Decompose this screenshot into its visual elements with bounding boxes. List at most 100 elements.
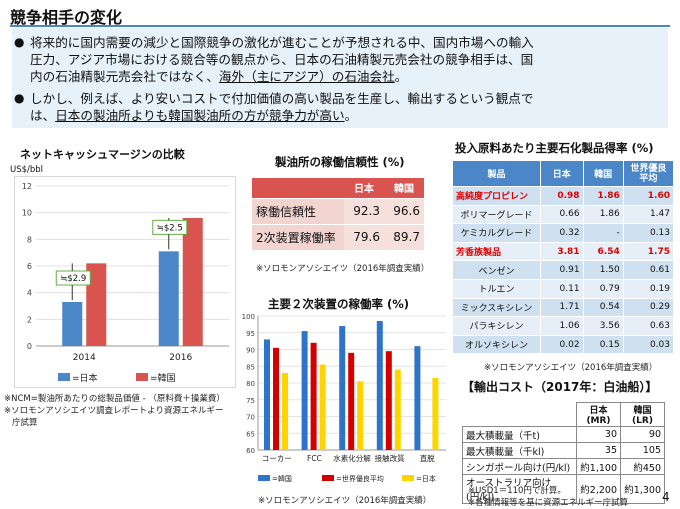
export-cell-korea: 90 bbox=[620, 426, 665, 443]
export-cell-korea: 約1,300 bbox=[620, 474, 665, 504]
secondary-note: ※ソロモンアソシエイツ（2016年調査実績） bbox=[258, 496, 432, 506]
legend-label: =日本 bbox=[416, 474, 436, 483]
yield-cell-label: 高純度プロピレン bbox=[452, 186, 541, 206]
yield-cell-label: 芳香族製品 bbox=[452, 241, 541, 262]
export-table: 日本(MR) 韓国(LR) 最大積載量（千t) 30 90 最大積載量（千kl) 35 1… bbox=[462, 402, 665, 504]
table-row: パラキシレン 1.06 3.56 0.63 bbox=[452, 316, 675, 336]
y-tick-label: 4 bbox=[27, 289, 32, 298]
x-tick-label: 直脱 bbox=[420, 453, 435, 463]
y-tick-label: 12 bbox=[22, 182, 32, 191]
page-number: 4 bbox=[662, 490, 670, 504]
x-tick-label: 接触改質 bbox=[375, 453, 405, 463]
bullet-2: ● しかし、例えば、より安いコストで付加価値の高い製品を生産し、輸出するという観… bbox=[14, 90, 534, 124]
bar-world-average bbox=[310, 342, 317, 450]
bar-korea bbox=[86, 263, 107, 346]
yield-cell-label: ベンゼン bbox=[452, 260, 541, 280]
bar-japan bbox=[357, 381, 364, 450]
table-row: 最大積載量（千t) 30 90 bbox=[462, 426, 665, 443]
reliability-korea-value: 89.7 bbox=[384, 224, 424, 251]
yield-cell-label: トルエン bbox=[452, 278, 541, 299]
reliability-title: 製油所の稼働信頼性 (%) bbox=[275, 155, 405, 169]
table-row: ベンゼン 0.91 1.50 0.61 bbox=[452, 260, 675, 280]
bullet-2-text-c: 。 bbox=[344, 108, 358, 123]
bar-world-average bbox=[273, 347, 279, 450]
export-note-1: ※USD1＝110円で計算。 bbox=[468, 486, 566, 496]
yield-cell-korea: 6.54 bbox=[582, 241, 624, 262]
y-tick-label: 0 bbox=[27, 342, 32, 351]
legend-swatch bbox=[258, 475, 270, 481]
yield-cell-label: パラキシレン bbox=[452, 316, 541, 336]
annotation-box bbox=[152, 219, 188, 235]
annotation-label: ≒$2.9 bbox=[60, 274, 86, 284]
bullet-1-line-1: 将来的に国内需要の減少と国際競争の激化が進むことが予想される中、国内市場への輸入 bbox=[30, 35, 534, 50]
yield-cell-avg: 0.19 bbox=[622, 278, 675, 299]
bar-japan bbox=[432, 377, 439, 450]
yield-cell-japan: 3.81 bbox=[539, 241, 584, 262]
bar-korea bbox=[182, 218, 203, 346]
y-tick-label: 6 bbox=[27, 262, 32, 271]
reliability-japan-value: 79.6 bbox=[344, 224, 384, 251]
table-row: トルエン 0.11 0.79 0.19 bbox=[452, 278, 675, 299]
yield-cell-japan: 0.11 bbox=[539, 278, 584, 299]
y-tick-label: 2 bbox=[27, 315, 32, 324]
export-header-blank bbox=[462, 402, 577, 427]
export-cell-japan: 約1,100 bbox=[576, 458, 621, 475]
yield-cell-japan: 0.66 bbox=[539, 204, 584, 225]
y-tick-label: 100 bbox=[242, 313, 255, 321]
bullet-dot-icon: ● bbox=[14, 91, 25, 105]
bullet-1-underlined: 海外（主にアジア）の石油会社 bbox=[218, 69, 395, 84]
yield-cell-avg: 1.75 bbox=[622, 241, 675, 262]
yield-header-average-line2: 平均 bbox=[639, 173, 658, 184]
yield-cell-avg: 1.47 bbox=[622, 204, 675, 225]
yield-cell-korea: 1.50 bbox=[582, 260, 624, 280]
margin-note-3: 庁試算 bbox=[12, 418, 38, 428]
bar-world-average bbox=[348, 352, 355, 450]
bullet-2-text-a: は、 bbox=[30, 108, 56, 123]
yield-cell-korea: - bbox=[582, 223, 624, 243]
secondary-chart-title: 主要２次装置の稼働率 (%) bbox=[268, 297, 410, 311]
bar-korea bbox=[264, 339, 270, 450]
y-tick-label: 95 bbox=[246, 330, 255, 338]
secondary-chart: 60 65 70 75 80 85 90 95 100 コーカー FCC 水素化分解 接触改質 直脱 =韓国… bbox=[242, 313, 446, 483]
export-cell-label: シンガポール向け(円/kl) bbox=[462, 458, 577, 475]
y-tick-label: 75 bbox=[246, 397, 255, 405]
table-row: 芳香族製品 3.81 6.54 1.75 bbox=[452, 241, 675, 262]
legend-swatch-japan bbox=[58, 373, 70, 381]
x-tick-label: FCC bbox=[307, 454, 322, 463]
table-row: 稼働信頼性 92.3 96.6 bbox=[252, 198, 424, 225]
table-row: ミックスキシレン 1.71 0.54 0.29 bbox=[452, 297, 675, 318]
legend-label: =日本 bbox=[72, 372, 98, 384]
table-row: ポリマーグレード 0.66 1.86 1.47 bbox=[452, 204, 675, 225]
yield-cell-korea: 0.54 bbox=[582, 297, 624, 318]
legend-swatch-korea bbox=[136, 373, 148, 381]
yield-cell-korea: 0.79 bbox=[582, 278, 624, 299]
yield-cell-japan: 0.91 bbox=[539, 260, 584, 280]
bullet-1: ● 将来的に国内需要の減少と国際競争の激化が進むことが予想される中、国内市場への… bbox=[14, 34, 534, 85]
yield-cell-korea: 0.15 bbox=[582, 334, 624, 355]
legend-swatch bbox=[322, 475, 334, 481]
export-note-2: ※各種情報等を基に資源エネルギー庁試算 bbox=[468, 498, 629, 508]
reliability-header-korea: 韓国 bbox=[384, 178, 424, 199]
yield-header-korea: 韓国 bbox=[582, 160, 624, 187]
y-tick-label: 10 bbox=[22, 209, 32, 218]
table-row: 高純度プロピレン 0.98 1.86 1.60 bbox=[452, 186, 675, 206]
y-tick-label: 90 bbox=[246, 347, 255, 355]
export-cell-korea: 約450 bbox=[620, 458, 665, 475]
x-tick-label: 2014 bbox=[73, 353, 96, 363]
annotation-label: ≒$2.5 bbox=[157, 223, 183, 233]
bar-korea bbox=[376, 321, 383, 450]
bar-japan bbox=[158, 251, 179, 346]
table-row: 2次装置稼働率 79.6 89.7 bbox=[252, 224, 424, 251]
reliability-note: ※ソロモンアソシエイツ（2016年調査実績） bbox=[256, 264, 430, 274]
legend-label: =世界優良平均 bbox=[336, 474, 384, 483]
export-cell-japan: 35 bbox=[576, 442, 621, 459]
bullet-1-text-a: 内の石油精製元売会社ではなく、 bbox=[30, 69, 219, 84]
yield-cell-japan: 0.32 bbox=[539, 223, 584, 243]
reliability-korea-value: 96.6 bbox=[384, 198, 424, 225]
yield-cell-japan: 1.71 bbox=[539, 297, 584, 318]
margin-note-1: ※NCM=製油所あたりの総製品価値 ‐ （原料費＋操業費） bbox=[4, 394, 225, 404]
yield-title: 投入原料あたり主要石化製品得率 (%) bbox=[455, 141, 654, 155]
bullet-1-line-2: 圧力、アジア市場における競合等の観点から、日本の石油精製元売会社の競争相手は、国 bbox=[30, 52, 534, 67]
yield-cell-avg: 0.63 bbox=[622, 316, 675, 336]
bar-japan bbox=[62, 302, 83, 346]
